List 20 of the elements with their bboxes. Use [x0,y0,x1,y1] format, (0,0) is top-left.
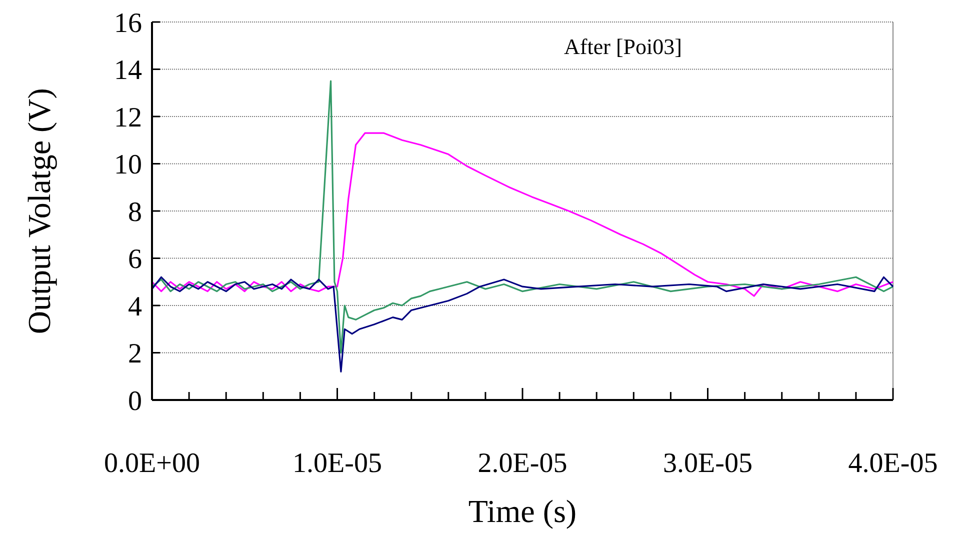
y-tick-label: 10 [114,150,142,181]
x-tick-label: 2.0E-05 [478,448,568,479]
y-tick-label: 14 [114,55,142,86]
x-tick-label: 0.0E+00 [104,448,200,479]
y-tick-label: 8 [128,196,142,228]
y-tick-label: 4 [128,291,142,322]
x-axis-title: Time (s) [468,493,577,529]
y-axis-title: Output Volatge (V) [21,88,57,334]
x-tick-label: 3.0E-05 [663,448,752,479]
y-tick-label: 2 [128,338,142,370]
line-series [151,132,894,297]
y-tick-label: 0 [128,386,142,417]
x-tick-label: 4.0E-05 [848,448,938,479]
x-tick-label: 1.0E-05 [292,448,382,479]
line-series [151,80,894,354]
y-tick-label: 12 [114,102,142,134]
annotation: After [Poi03] [564,34,682,59]
line-series [151,276,894,372]
y-tick-label: 6 [128,244,142,276]
y-tick-label: 16 [114,8,142,39]
